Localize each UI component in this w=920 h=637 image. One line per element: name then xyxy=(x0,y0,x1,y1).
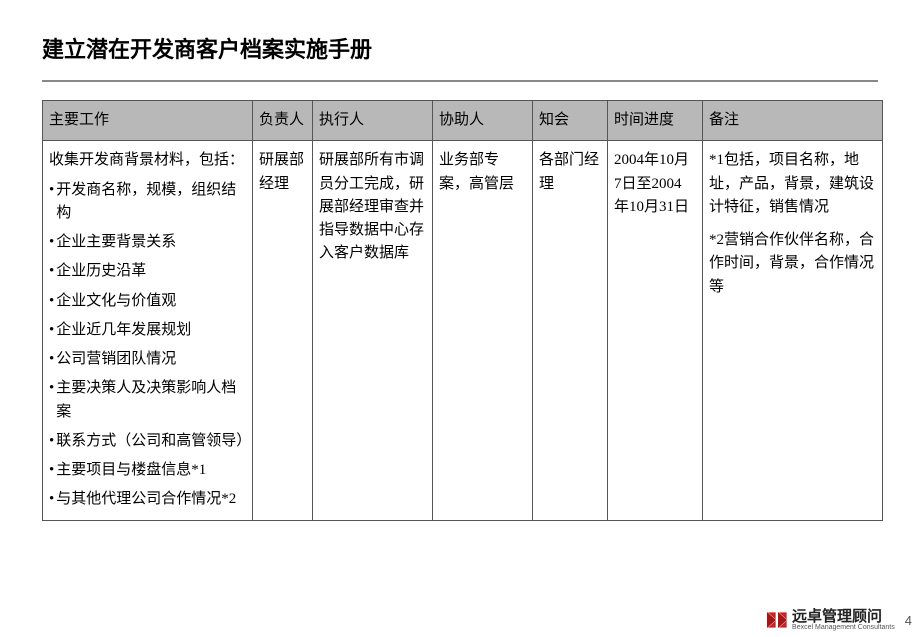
col-header-remarks: 备注 xyxy=(703,101,883,141)
company-logo: 远卓管理顾问 Bexcel Management Consultants xyxy=(766,609,895,631)
bullet-icon: • xyxy=(49,488,56,511)
cell-responsible: 研展部经理 xyxy=(253,141,313,520)
cell-remarks: *1包括，项目名称，地址，产品，背景，建筑设计特征，销售情况 *2营销合作伙伴名… xyxy=(703,141,883,520)
bullet-icon: • xyxy=(49,319,56,342)
bullet-icon: • xyxy=(49,231,56,254)
table-container: 主要工作 负责人 执行人 协助人 知会 时间进度 备注 收集开发商背景材料，包括… xyxy=(42,100,878,521)
bullet-text: 主要项目与楼盘信息*1 xyxy=(56,459,246,482)
bullet-icon: • xyxy=(49,348,56,371)
col-header-schedule: 时间进度 xyxy=(608,101,703,141)
table-header-row: 主要工作 负责人 执行人 协助人 知会 时间进度 备注 xyxy=(43,101,883,141)
cell-schedule: 2004年10月7日至2004年10月31日 xyxy=(608,141,703,520)
bullet-icon: • xyxy=(49,260,56,283)
remarks-p1: *1包括，项目名称，地址，产品，背景，建筑设计特征，销售情况 xyxy=(709,149,876,219)
bullet-text: 开发商名称，规模，组织结构 xyxy=(56,179,246,226)
bullet-item: •主要决策人及决策影响人档案 xyxy=(49,377,246,424)
bullet-icon: • xyxy=(49,459,56,482)
bullet-item: •公司营销团队情况 xyxy=(49,348,246,371)
bullet-item: •企业近几年发展规划 xyxy=(49,319,246,342)
footer: 远卓管理顾问 Bexcel Management Consultants 4 xyxy=(766,609,912,631)
col-header-assistant: 协助人 xyxy=(433,101,533,141)
cell-assistant: 业务部专案，高管层 xyxy=(433,141,533,520)
bullet-text: 联系方式（公司和高管领导） xyxy=(56,430,246,453)
bullet-item: •开发商名称，规模，组织结构 xyxy=(49,179,246,226)
bullet-text: 企业主要背景关系 xyxy=(56,231,246,254)
bullet-text: 与其他代理公司合作情况*2 xyxy=(56,488,246,511)
bullet-item: •主要项目与楼盘信息*1 xyxy=(49,459,246,482)
bullet-icon: • xyxy=(49,430,56,453)
bullet-item: •企业历史沿革 xyxy=(49,260,246,283)
bullet-icon: • xyxy=(49,290,56,313)
section-divider xyxy=(42,80,878,82)
col-header-responsible: 负责人 xyxy=(253,101,313,141)
bullet-item: •联系方式（公司和高管领导） xyxy=(49,430,246,453)
bullet-item: •企业文化与价值观 xyxy=(49,290,246,313)
bullet-text: 公司营销团队情况 xyxy=(56,348,246,371)
bullet-text: 企业近几年发展规划 xyxy=(56,319,246,342)
bullet-text: 主要决策人及决策影响人档案 xyxy=(56,377,246,424)
cell-main-work: 收集开发商背景材料，包括： •开发商名称，规模，组织结构 •企业主要背景关系 •… xyxy=(43,141,253,520)
col-header-executor: 执行人 xyxy=(313,101,433,141)
bullet-icon: • xyxy=(49,377,56,424)
bullet-icon: • xyxy=(49,179,56,226)
page-title: 建立潜在开发商客户档案实施手册 xyxy=(0,0,920,72)
logo-text: 远卓管理顾问 Bexcel Management Consultants xyxy=(792,609,895,631)
remarks-p2: *2营销合作伙伴名称，合作时间，背景，合作情况等 xyxy=(709,229,876,299)
logo-cn-text: 远卓管理顾问 xyxy=(792,609,895,624)
cell-executor: 研展部所有市调员分工完成，研展部经理审查并指导数据中心存入客户数据库 xyxy=(313,141,433,520)
bullet-text: 企业文化与价值观 xyxy=(56,290,246,313)
page-number: 4 xyxy=(905,613,912,628)
main-work-lead: 收集开发商背景材料，包括： xyxy=(49,149,246,172)
bullet-text: 企业历史沿革 xyxy=(56,260,246,283)
bullet-item: •与其他代理公司合作情况*2 xyxy=(49,488,246,511)
logo-icon xyxy=(766,610,788,630)
col-header-inform: 知会 xyxy=(533,101,608,141)
cell-inform: 各部门经理 xyxy=(533,141,608,520)
logo-en-text: Bexcel Management Consultants xyxy=(792,624,895,631)
bullet-item: •企业主要背景关系 xyxy=(49,231,246,254)
implementation-table: 主要工作 负责人 执行人 协助人 知会 时间进度 备注 收集开发商背景材料，包括… xyxy=(42,100,883,521)
table-row: 收集开发商背景材料，包括： •开发商名称，规模，组织结构 •企业主要背景关系 •… xyxy=(43,141,883,520)
col-header-main-work: 主要工作 xyxy=(43,101,253,141)
